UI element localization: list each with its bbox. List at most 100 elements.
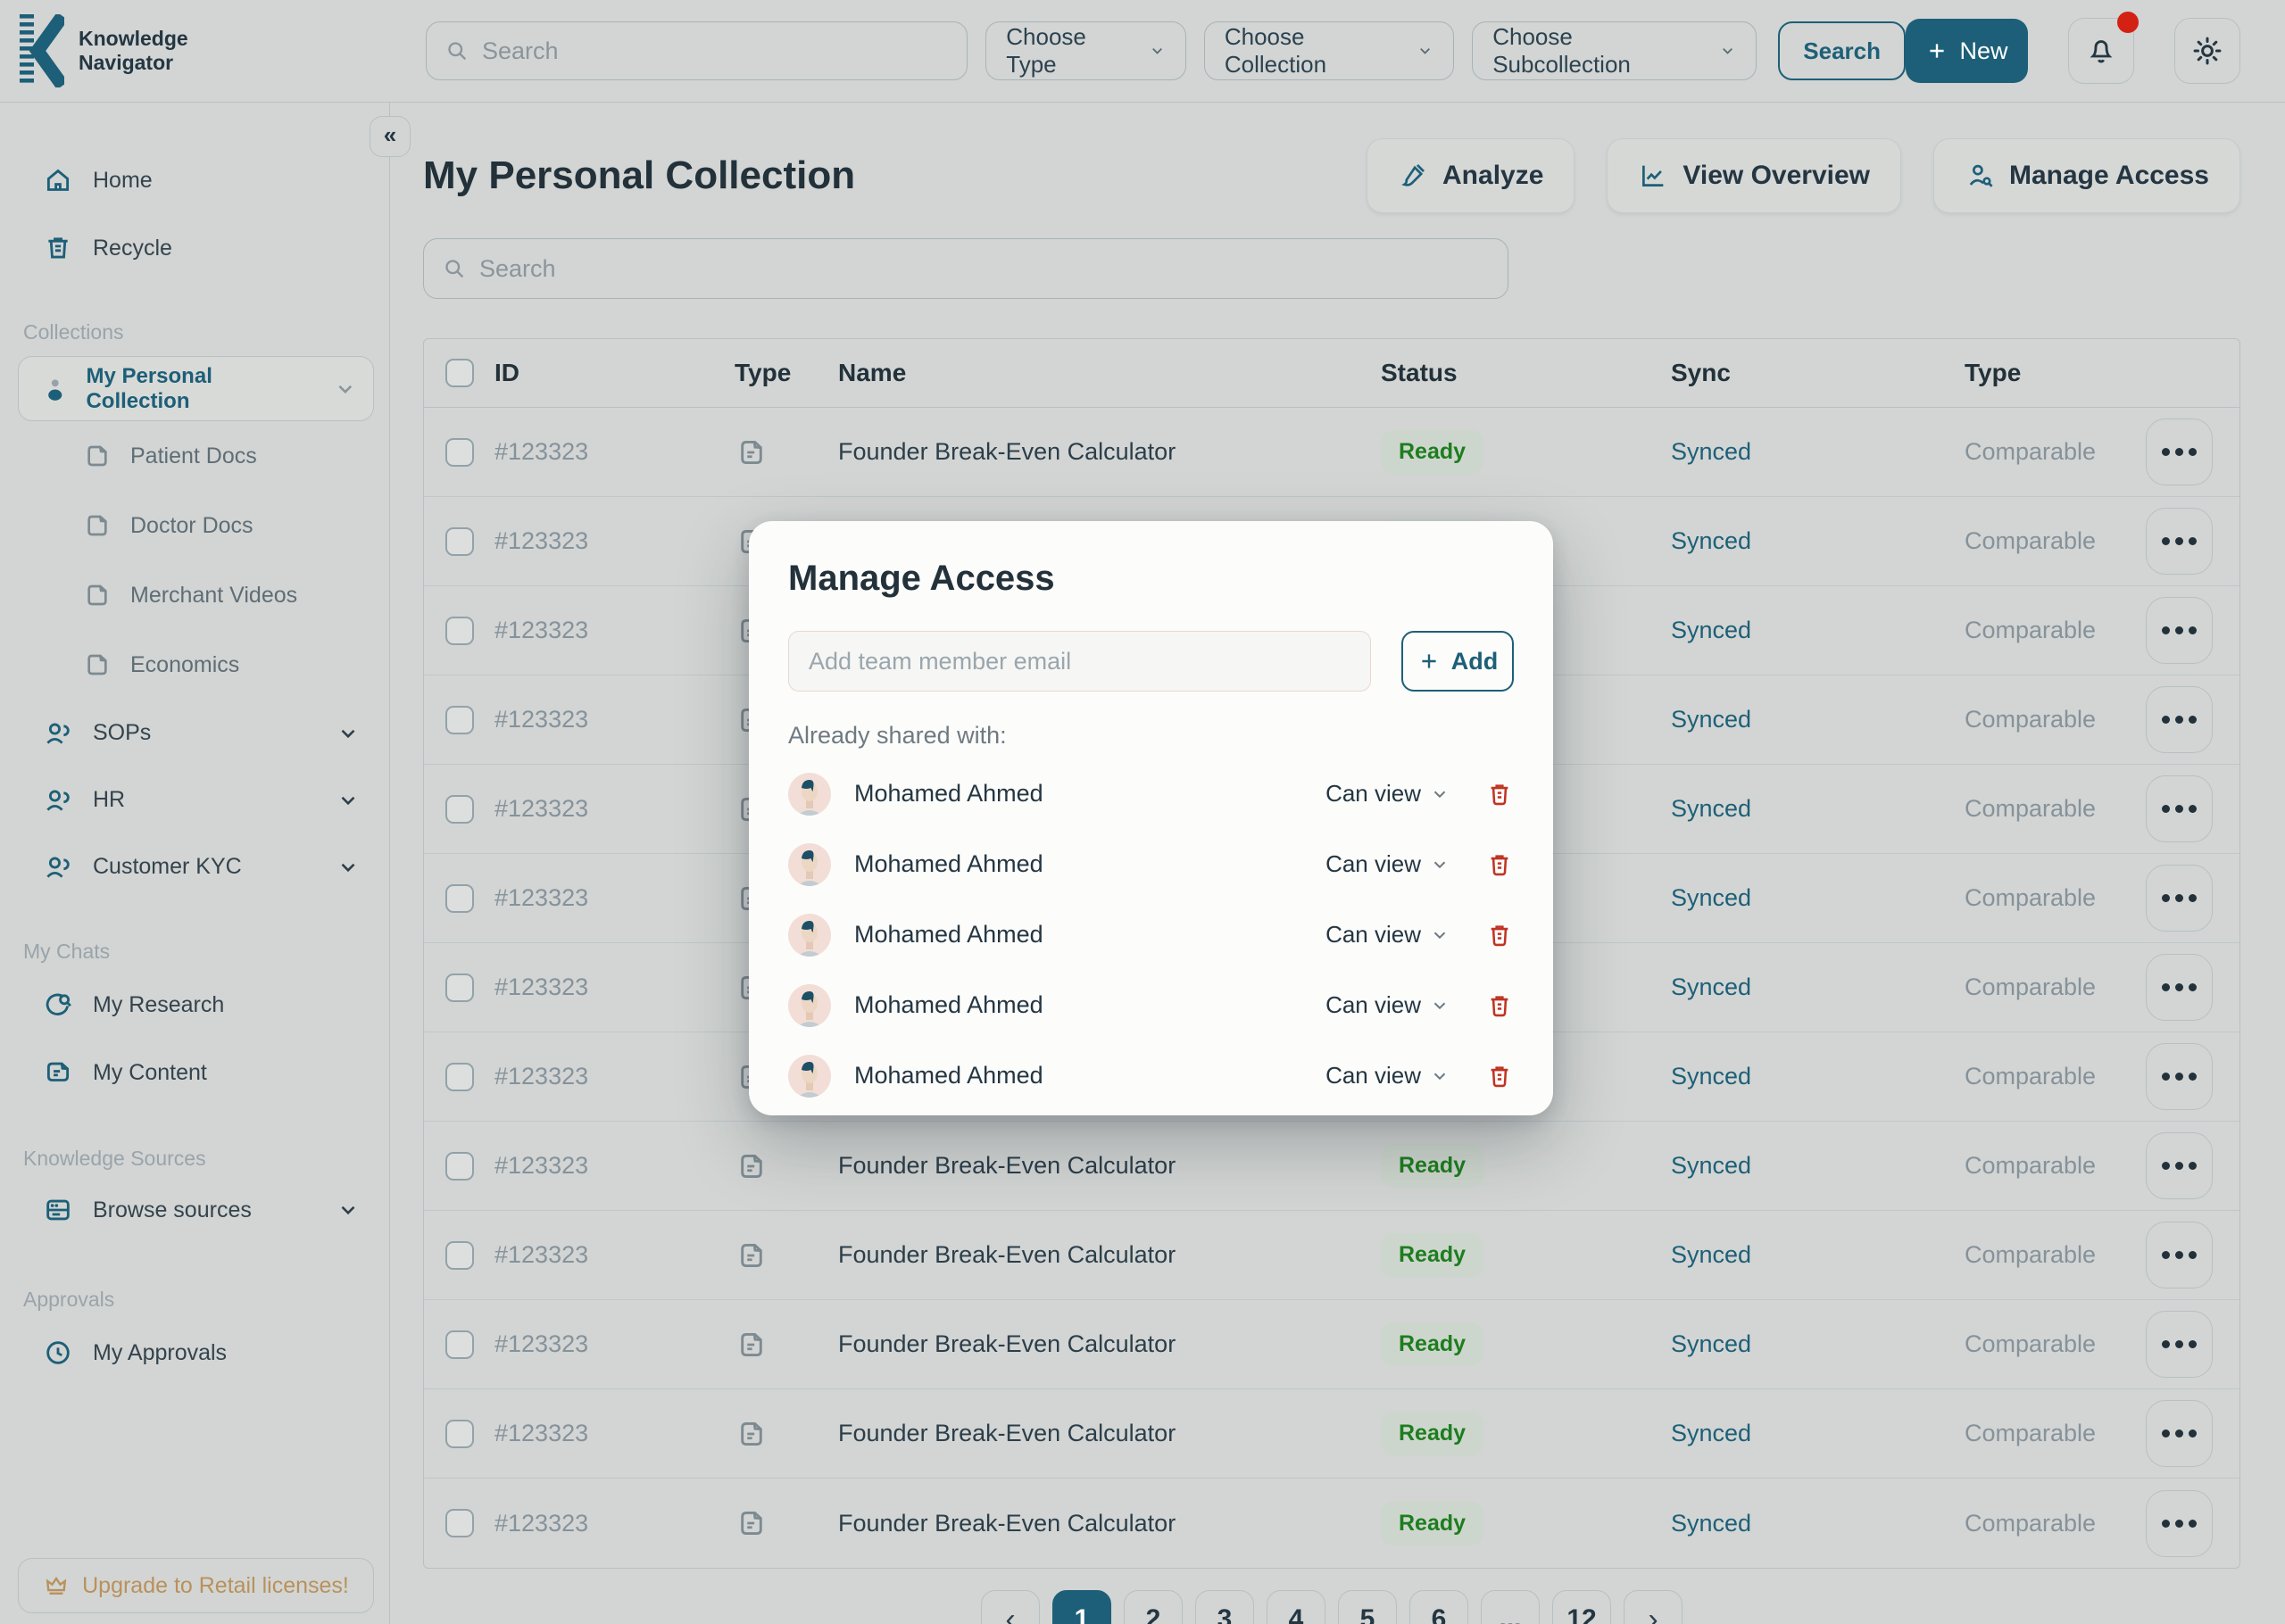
- page-button[interactable]: 1: [1052, 1590, 1111, 1624]
- column-type2: Type: [1965, 359, 2022, 386]
- row-menu-button[interactable]: [2146, 1311, 2213, 1378]
- page-button[interactable]: 2: [1124, 1590, 1183, 1624]
- table-row[interactable]: #123323 Founder Break-Even Calculator Re…: [424, 1300, 2239, 1389]
- sidebar-section-approvals: Approvals: [23, 1287, 115, 1311]
- row-type: Comparable: [1965, 1420, 2097, 1446]
- row-id: #123323: [494, 884, 589, 911]
- table-row[interactable]: #123323 Founder Break-Even Calculator Re…: [424, 408, 2239, 497]
- row-checkbox[interactable]: [445, 973, 474, 1002]
- row-checkbox[interactable]: [445, 1330, 474, 1359]
- new-button[interactable]: New: [1906, 19, 2028, 83]
- sidebar-folder-item[interactable]: Economics: [18, 630, 374, 700]
- page-button[interactable]: 12: [1552, 1590, 1611, 1624]
- row-menu-button[interactable]: [2146, 1222, 2213, 1288]
- page-button[interactable]: 6: [1409, 1590, 1468, 1624]
- row-checkbox[interactable]: [445, 794, 474, 824]
- row-checkbox[interactable]: [445, 1240, 474, 1270]
- permission-dropdown[interactable]: Can view: [1325, 991, 1450, 1019]
- team-member-email-input[interactable]: [788, 631, 1371, 692]
- row-name: Founder Break-Even Calculator: [838, 1509, 1176, 1537]
- sidebar-item-my-approvals[interactable]: My Approvals: [18, 1327, 374, 1379]
- row-menu-button[interactable]: [2146, 954, 2213, 1021]
- row-sync: Synced: [1671, 1241, 1752, 1268]
- app-logo: Knowledge Navigator: [0, 14, 390, 87]
- table-row[interactable]: #123323 Founder Break-Even Calculator Re…: [424, 1211, 2239, 1300]
- choose-subcollection-dropdown[interactable]: Choose Subcollection: [1472, 21, 1757, 80]
- file-text-icon: [741, 1332, 762, 1356]
- member-name: Mohamed Ahmed: [854, 850, 1043, 877]
- sidebar-folder-item[interactable]: Merchant Videos: [18, 560, 374, 630]
- sidebar-item-my-personal-collection[interactable]: My Personal Collection: [18, 356, 374, 421]
- row-menu-button[interactable]: [2146, 686, 2213, 753]
- row-checkbox[interactable]: [445, 1151, 474, 1181]
- permission-dropdown[interactable]: Can view: [1325, 1062, 1450, 1090]
- remove-member-button[interactable]: [1485, 850, 1514, 879]
- notifications-button[interactable]: [2068, 12, 2139, 84]
- add-member-button-label: Add: [1450, 647, 1499, 675]
- remove-member-button[interactable]: [1485, 780, 1514, 808]
- view-overview-button[interactable]: View Overview: [1607, 138, 1901, 213]
- remove-member-button[interactable]: [1485, 1062, 1514, 1090]
- page-button[interactable]: 4: [1267, 1590, 1325, 1624]
- row-checkbox[interactable]: [445, 705, 474, 734]
- permission-dropdown[interactable]: Can view: [1325, 780, 1450, 808]
- row-checkbox[interactable]: [445, 1509, 474, 1537]
- sidebar-item-recycle[interactable]: Recycle: [18, 222, 374, 274]
- upgrade-button[interactable]: Upgrade to Retail licenses!: [18, 1558, 374, 1613]
- sidebar-group-item[interactable]: HR: [18, 766, 374, 833]
- row-menu-button[interactable]: [2146, 1132, 2213, 1199]
- row-menu-button[interactable]: [2146, 865, 2213, 932]
- sidebar-group-item[interactable]: SOPs: [18, 700, 374, 766]
- permission-dropdown[interactable]: Can view: [1325, 850, 1450, 878]
- row-menu-button[interactable]: [2146, 775, 2213, 842]
- remove-member-button[interactable]: [1485, 991, 1514, 1020]
- add-member-button[interactable]: Add: [1401, 631, 1514, 692]
- row-checkbox[interactable]: [445, 616, 474, 645]
- row-checkbox[interactable]: [445, 526, 474, 556]
- sidebar-folder-label: Patient Docs: [130, 443, 257, 468]
- row-menu-button[interactable]: [2146, 1489, 2213, 1557]
- table-row[interactable]: #123323 Founder Break-Even Calculator Re…: [424, 1479, 2239, 1568]
- clock-icon: [46, 1341, 70, 1364]
- permission-label: Can view: [1325, 921, 1421, 948]
- sidebar-group-item[interactable]: Customer KYC: [18, 833, 374, 900]
- row-menu-button[interactable]: [2146, 1400, 2213, 1467]
- global-search-input[interactable]: [482, 37, 950, 65]
- choose-type-dropdown[interactable]: Choose Type: [985, 21, 1186, 80]
- sidebar-item-home[interactable]: Home: [18, 154, 374, 206]
- search-button[interactable]: Search: [1778, 21, 1906, 80]
- sidebar-collapse-button[interactable]: «: [370, 116, 411, 157]
- sidebar-item-my-research[interactable]: My Research: [18, 979, 374, 1031]
- sidebar-folder-item[interactable]: Patient Docs: [18, 421, 374, 491]
- row-menu-button[interactable]: [2146, 1043, 2213, 1110]
- permission-dropdown[interactable]: Can view: [1325, 921, 1450, 949]
- row-menu-button[interactable]: [2146, 508, 2213, 575]
- status-badge: Ready: [1381, 430, 1484, 474]
- remove-member-button[interactable]: [1485, 921, 1514, 949]
- settings-button[interactable]: [2174, 18, 2240, 84]
- table-row[interactable]: #123323 Founder Break-Even Calculator Re…: [424, 1122, 2239, 1211]
- row-menu-button[interactable]: [2146, 597, 2213, 664]
- table-row[interactable]: #123323 Founder Break-Even Calculator Re…: [424, 1389, 2239, 1479]
- collection-search-input[interactable]: [479, 254, 1490, 283]
- row-menu-button[interactable]: [2146, 418, 2213, 485]
- file-text-icon: [741, 1421, 762, 1446]
- select-all-checkbox[interactable]: [445, 359, 474, 387]
- sidebar-folder-item[interactable]: Doctor Docs: [18, 491, 374, 560]
- sidebar-item-my-content[interactable]: My Content: [18, 1047, 374, 1098]
- sidebar-section-my-chats: My Chats: [23, 939, 111, 963]
- row-checkbox[interactable]: [445, 1419, 474, 1448]
- row-checkbox[interactable]: [445, 1062, 474, 1091]
- page-button[interactable]: 3: [1195, 1590, 1254, 1624]
- sidebar-item-browse-sources[interactable]: Browse sources: [18, 1184, 374, 1236]
- row-id: #123323: [494, 1241, 589, 1268]
- page-button[interactable]: ...: [1481, 1590, 1540, 1624]
- row-checkbox[interactable]: [445, 437, 474, 467]
- manage-access-button[interactable]: Manage Access: [1932, 138, 2240, 213]
- choose-collection-dropdown[interactable]: Choose Collection: [1203, 21, 1455, 80]
- row-checkbox[interactable]: [445, 883, 474, 913]
- analyze-button[interactable]: Analyze: [1367, 138, 1575, 213]
- page-button[interactable]: 5: [1338, 1590, 1397, 1624]
- previous-page-button[interactable]: ‹: [981, 1590, 1040, 1624]
- next-page-button[interactable]: ›: [1624, 1590, 1683, 1624]
